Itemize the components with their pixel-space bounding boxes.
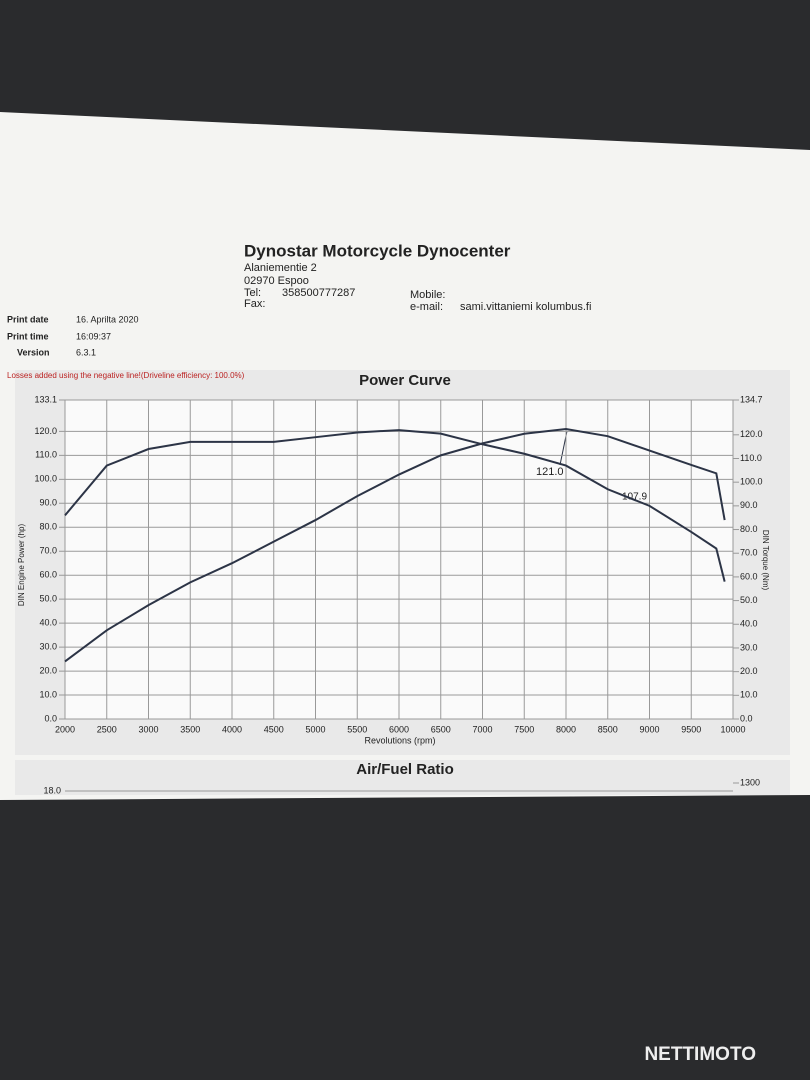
line-series — [64, 429, 726, 582]
street: Alaniementie 2 — [244, 262, 317, 274]
y2-tick-label: 60.0 — [740, 571, 758, 581]
meta-label: Print date — [7, 314, 49, 324]
meta-value: 6.3.1 — [76, 347, 96, 357]
x-tick-label: 9000 — [639, 724, 659, 734]
x-tick-label: 5500 — [347, 724, 367, 734]
y2-tick-label: 1300 — [740, 777, 760, 787]
watermark: NETTIMOTO — [644, 1044, 756, 1065]
x-tick-label: 3500 — [180, 724, 200, 734]
y-tick-label: 133.1 — [34, 394, 57, 404]
x-tick-label: 6000 — [389, 724, 409, 734]
chart-title: Power Curve — [359, 372, 451, 389]
x-tick-label: 7000 — [472, 724, 492, 734]
x-tick-label: 5000 — [305, 724, 325, 734]
x-tick-label: 9500 — [681, 724, 701, 734]
y2-tick-label: 40.0 — [740, 619, 758, 629]
y2-axis-label: DIN Torque (Nm) — [761, 530, 770, 591]
x-tick-label: 2500 — [97, 724, 117, 734]
meta-label: Print time — [7, 331, 49, 341]
y2-tick-label: 70.0 — [740, 548, 758, 558]
y-tick-label: 40.0 — [39, 618, 57, 628]
y2-tick-label: 10.0 — [740, 690, 758, 700]
x-tick-label: 6500 — [431, 724, 451, 734]
company: Dynostar Motorcycle Dynocenter — [244, 241, 511, 260]
y2-tick-label: 50.0 — [740, 595, 758, 605]
x-tick-label: 8000 — [556, 724, 576, 734]
tel-label: Tel: — [244, 287, 261, 299]
chart-panel — [15, 760, 790, 795]
y-tick-label: 120.0 — [34, 426, 57, 436]
y-tick-label: 110.0 — [35, 450, 57, 460]
x-tick-label: 2000 — [55, 724, 75, 734]
y-tick-label: 90.0 — [39, 498, 57, 508]
y-tick-label: 10.0 — [39, 689, 57, 699]
y2-tick-label: 90.0 — [740, 500, 758, 510]
y2-tick-label: 20.0 — [740, 666, 758, 676]
y-tick-label: 50.0 — [39, 594, 57, 604]
y-tick-label: 30.0 — [39, 641, 57, 651]
city: 02970 Espoo — [244, 275, 309, 287]
x-tick-label: 7500 — [514, 724, 534, 734]
y-tick-label: 80.0 — [39, 522, 57, 532]
y2-tick-label: 30.0 — [740, 642, 758, 652]
y-tick-label: 0.0 — [44, 713, 57, 723]
y-tick-label: 18.0 — [43, 785, 61, 795]
mobile-label: Mobile: — [410, 289, 445, 301]
annotation: 107.9 — [622, 492, 647, 503]
x-tick-label: 3000 — [138, 724, 158, 734]
y-axis-label: DIN Engine Power (hp) — [17, 524, 26, 607]
y-tick-label: 60.0 — [39, 570, 57, 580]
meta-label: Version — [17, 347, 50, 357]
email-label: e-mail: — [410, 301, 443, 313]
x-axis-label: Revolutions (rpm) — [364, 735, 435, 745]
y-tick-label: 100.0 — [34, 474, 57, 484]
y2-tick-label: 134.7 — [740, 394, 763, 404]
tel: 358500777287 — [282, 287, 355, 299]
y2-tick-label: 110.0 — [740, 453, 762, 463]
y-tick-label: 70.0 — [39, 546, 57, 556]
x-tick-label: 4500 — [264, 724, 284, 734]
y2-tick-label: 0.0 — [740, 713, 753, 723]
chart-title: Air/Fuel Ratio — [356, 761, 454, 778]
x-tick-label: 4000 — [222, 724, 242, 734]
meta-value: 16:09:37 — [76, 331, 111, 341]
meta-value: 16. Aprilta 2020 — [76, 314, 139, 324]
x-tick-label: 8500 — [598, 724, 618, 734]
annotation: 121.0 — [536, 466, 564, 478]
x-tick-label: 10000 — [720, 724, 745, 734]
y2-tick-label: 120.0 — [740, 429, 763, 439]
email: sami.vittaniemi kolumbus.fi — [460, 301, 591, 313]
y2-tick-label: 80.0 — [740, 524, 758, 534]
fax-label: Fax: — [244, 298, 265, 310]
y2-tick-label: 100.0 — [740, 477, 763, 487]
note: Losses added using the negative line!(Dr… — [7, 371, 245, 380]
line-series — [64, 427, 726, 663]
y-tick-label: 20.0 — [39, 665, 57, 675]
